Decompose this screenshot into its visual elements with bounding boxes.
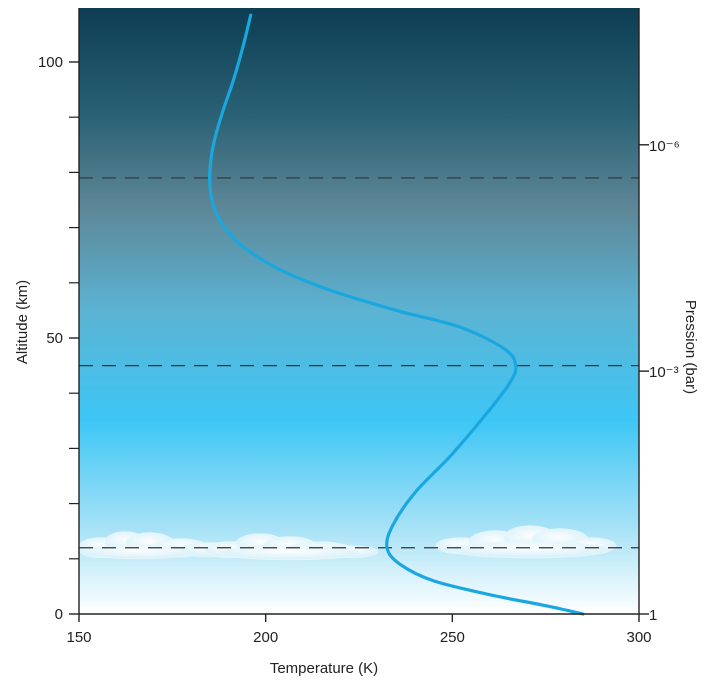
y2-tick-label: 1 <box>649 607 657 624</box>
cloud-puff <box>84 544 196 560</box>
x-tick-label: 300 <box>626 629 651 646</box>
y-tick-label: 0 <box>55 606 63 623</box>
y2-tick-label: 10⁻³ <box>649 364 679 381</box>
y2-axis-title: Pression (bar) <box>682 300 699 394</box>
dashed-lines <box>79 177 639 549</box>
axes <box>78 8 640 615</box>
cloud <box>204 533 379 561</box>
cloud <box>435 525 617 559</box>
cloud-layer <box>77 525 617 561</box>
x-tick-label: 150 <box>66 629 91 646</box>
x-axis-title: Temperature (K) <box>270 660 378 677</box>
axis-ticks: 150 200 250 300 0 50 100 1 10⁻³ 10⁻⁶ <box>38 54 680 646</box>
temperature-profile <box>208 13 585 616</box>
cloud-puff <box>449 541 611 559</box>
cloud-puff <box>219 545 361 561</box>
x-tick-label: 250 <box>440 629 465 646</box>
plot-background <box>79 8 639 614</box>
y-tick-label: 50 <box>46 330 63 347</box>
x-tick-label: 200 <box>253 629 278 646</box>
y-tick-label: 100 <box>38 54 63 71</box>
y-axis-title: Altitude (km) <box>14 280 31 364</box>
y2-tick-label: 10⁻⁶ <box>649 138 680 155</box>
temperature-curve <box>208 13 585 616</box>
